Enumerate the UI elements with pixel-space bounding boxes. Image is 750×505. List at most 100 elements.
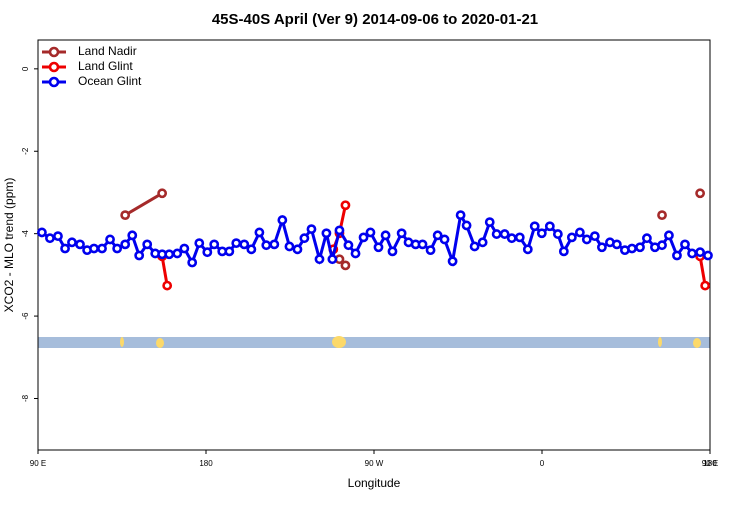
- data-point: [635, 242, 645, 253]
- data-point: [439, 234, 450, 245]
- data-point: [566, 232, 577, 243]
- data-point: [179, 243, 190, 254]
- data-point: [425, 245, 436, 256]
- chart-title: 45S-40S April (Ver 9) 2014-09-06 to 2020…: [212, 11, 538, 28]
- data-point: [700, 280, 711, 291]
- x-tick-label: 180: [703, 459, 717, 468]
- data-point: [127, 230, 138, 241]
- x-tick-label: 90 W: [365, 459, 384, 468]
- data-point: [417, 239, 428, 250]
- data-point: [664, 230, 674, 241]
- series-line: [698, 256, 707, 286]
- data-point: [358, 232, 369, 243]
- data-point: [703, 250, 713, 261]
- y-tick-label: 0: [21, 66, 30, 71]
- data-point: [142, 239, 153, 250]
- data-point: [695, 188, 706, 199]
- series-line: [160, 256, 169, 286]
- data-point: [202, 247, 213, 258]
- data-point: [60, 243, 70, 254]
- data-point: [484, 217, 495, 228]
- data-point: [597, 242, 607, 253]
- data-point: [277, 215, 288, 225]
- y-tick-label: -8: [21, 394, 30, 402]
- data-point: [469, 241, 480, 252]
- land-blob: [658, 337, 662, 347]
- legend-marker: [48, 46, 60, 58]
- data-point: [589, 231, 600, 242]
- data-point: [642, 233, 652, 244]
- data-point: [627, 243, 637, 254]
- data-point: [172, 248, 183, 259]
- data-point: [343, 240, 354, 251]
- data-point: [157, 188, 168, 199]
- data-point: [224, 246, 235, 257]
- land-blob: [332, 336, 346, 348]
- data-point: [164, 249, 175, 260]
- data-point: [120, 210, 131, 221]
- y-axis-label: XCO2 - MLO trend (ppm): [2, 178, 16, 313]
- data-point: [552, 229, 563, 239]
- data-point: [522, 244, 533, 255]
- land-ocean-strip: [38, 336, 710, 348]
- data-point: [373, 242, 384, 253]
- y-tick-label: -6: [21, 312, 30, 320]
- data-point: [695, 247, 706, 258]
- data-point: [477, 237, 488, 248]
- data-point: [321, 228, 332, 239]
- data-point: [657, 210, 667, 221]
- data-point: [134, 250, 145, 261]
- data-point: [657, 240, 667, 251]
- x-tick-label: 180: [199, 459, 213, 468]
- data-point: [53, 231, 63, 242]
- data-point: [514, 232, 525, 243]
- data-point: [447, 256, 458, 267]
- data-point: [299, 233, 310, 244]
- data-point: [75, 239, 85, 250]
- data-point: [306, 224, 317, 235]
- data-point: [340, 200, 351, 211]
- legend-marker: [48, 76, 60, 88]
- data-point: [672, 250, 682, 261]
- data-point: [350, 248, 361, 259]
- data-point: [544, 221, 555, 232]
- data-point: [261, 240, 272, 251]
- y-tick-label: -2: [21, 147, 30, 155]
- legend-label: Land Glint: [78, 59, 133, 73]
- data-point: [314, 254, 325, 265]
- x-tick-label: 90 E: [702, 459, 718, 468]
- data-point: [239, 239, 250, 250]
- data-point: [254, 227, 265, 238]
- data-point: [269, 239, 280, 250]
- legend-marker: [48, 61, 60, 73]
- y-tick-label: -4: [21, 230, 30, 238]
- data-point: [209, 239, 220, 250]
- land-blob: [120, 337, 124, 347]
- data-point: [365, 227, 376, 238]
- data-point: [246, 244, 257, 255]
- data-point: [680, 239, 690, 250]
- series-line: [124, 191, 163, 217]
- data-point: [611, 239, 622, 250]
- data-point: [162, 280, 173, 291]
- data-point: [491, 229, 502, 239]
- data-point: [396, 228, 407, 239]
- legend-label: Land Nadir: [78, 44, 137, 58]
- data-point: [37, 227, 47, 238]
- data-point: [67, 237, 77, 248]
- data-point: [97, 243, 107, 254]
- x-tick-label: 0: [540, 459, 545, 468]
- data-point: [194, 238, 205, 249]
- data-point: [187, 257, 198, 268]
- data-point: [105, 234, 115, 245]
- land-blob: [693, 338, 701, 348]
- data-point: [231, 238, 242, 249]
- data-point: [432, 230, 443, 241]
- x-tick-label: 90 E: [30, 459, 46, 468]
- data-point: [327, 254, 338, 265]
- data-point: [558, 246, 569, 257]
- legend-label: Ocean Glint: [78, 74, 142, 88]
- data-point: [574, 227, 585, 238]
- data-point: [687, 248, 697, 259]
